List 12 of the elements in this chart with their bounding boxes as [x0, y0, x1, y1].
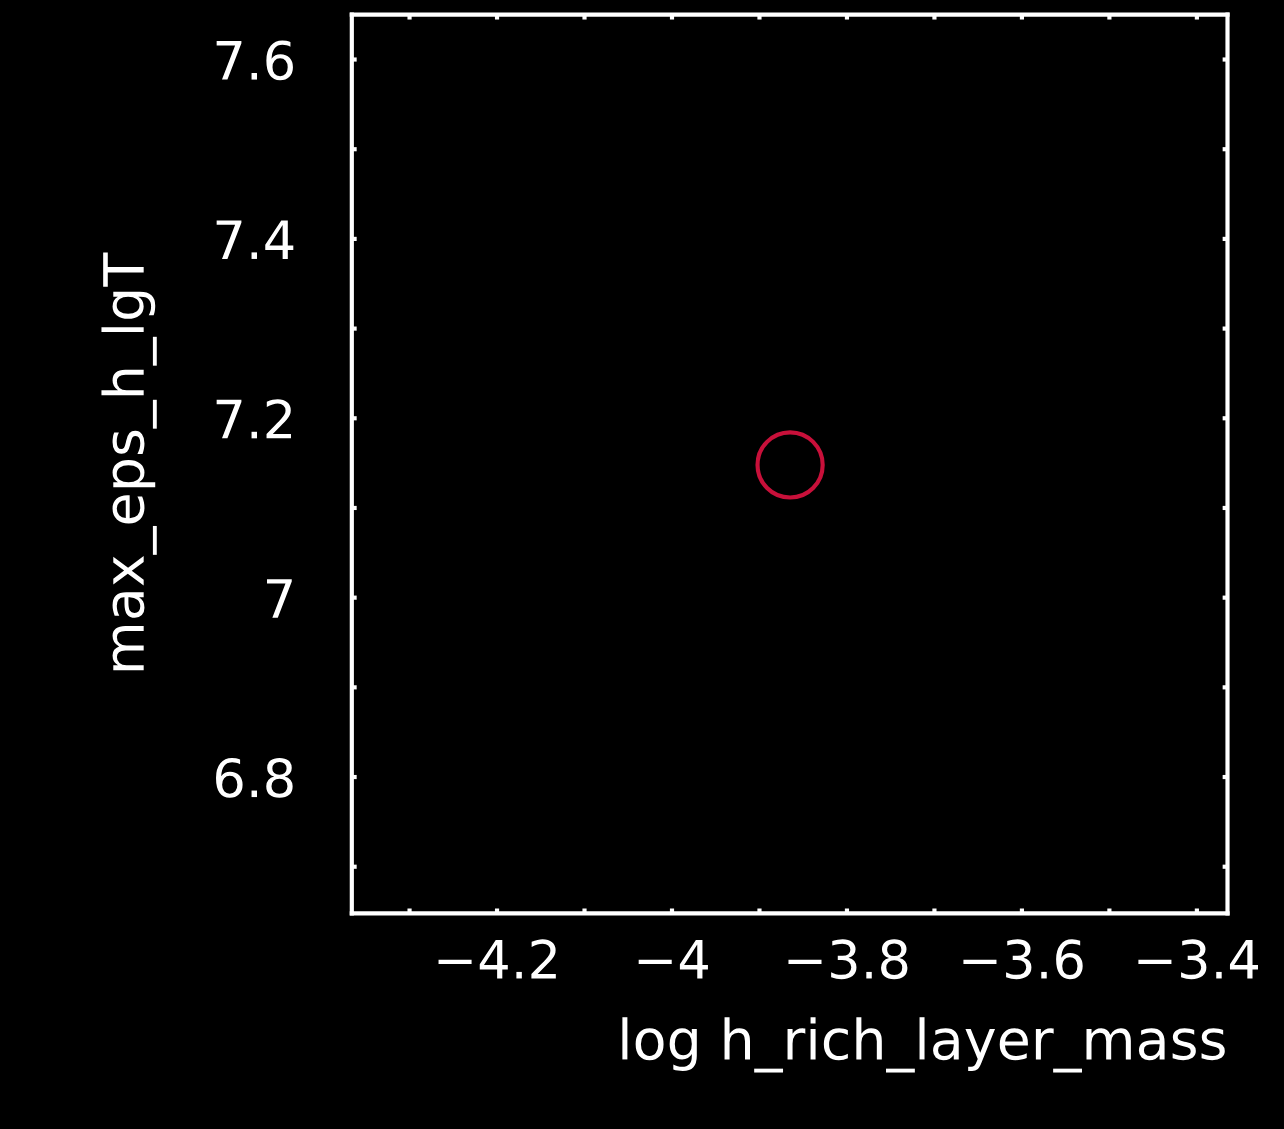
x-tick-label: −3.4: [1138, 939, 1258, 980]
x-tick-label: −4.2: [438, 939, 556, 979]
y-tick-label: 7.4: [216, 220, 294, 259]
x-tick-label: −3.6: [963, 939, 1083, 980]
x-tick-label: −3.8: [788, 939, 908, 980]
y-tick-label: 7.6: [216, 40, 293, 81]
y-tick-label: 7: [267, 579, 292, 618]
y-tick-label: 6.8: [216, 757, 293, 798]
y-axis-title: max_eps_h_lgT: [101, 252, 157, 671]
x-axis-title: log h_rich_layer_mass: [622, 1017, 1225, 1073]
y-tick-label: 7.2: [216, 399, 291, 439]
x-tick-label: −4: [638, 939, 708, 979]
